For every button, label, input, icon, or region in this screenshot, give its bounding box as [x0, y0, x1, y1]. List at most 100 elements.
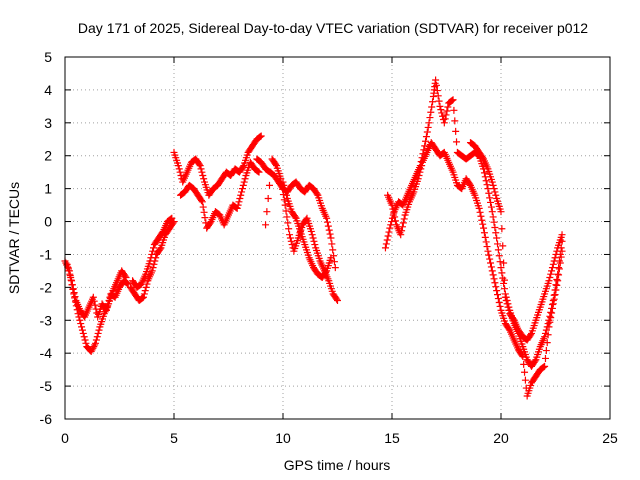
data-point: [69, 285, 77, 293]
data-point: [255, 168, 263, 176]
data-point: [282, 191, 290, 199]
data-point: [546, 318, 554, 326]
data-point: [496, 302, 504, 310]
data-point: [541, 354, 549, 362]
data-point: [323, 218, 331, 226]
data-point: [482, 177, 490, 185]
data-point: [397, 231, 405, 239]
data-point: [551, 291, 559, 299]
data-point: [480, 169, 488, 177]
data-point: [240, 178, 248, 186]
data-point: [388, 218, 396, 226]
data-point: [233, 204, 241, 212]
data-point: [478, 216, 486, 224]
data-point: [279, 178, 287, 186]
data-point: [291, 213, 299, 221]
data-point: [416, 168, 424, 176]
data-point: [167, 215, 175, 223]
data-point: [422, 137, 430, 145]
data-point: [71, 293, 79, 301]
data-point: [398, 223, 406, 231]
data-point: [548, 267, 556, 275]
data-point: [272, 160, 280, 168]
series-track-h: [262, 155, 341, 305]
data-point: [494, 240, 502, 248]
data-point: [239, 163, 247, 171]
data-point: [326, 230, 334, 238]
data-point: [398, 227, 406, 235]
data-point: [324, 222, 332, 230]
data-point: [498, 269, 506, 277]
data-point: [557, 253, 565, 261]
data-point: [91, 341, 99, 349]
data-point: [400, 215, 408, 223]
data-point: [479, 220, 487, 228]
data-point: [453, 138, 461, 146]
data-point: [518, 351, 526, 359]
series-track-j: [381, 76, 566, 370]
data-point: [489, 181, 497, 189]
data-point: [239, 181, 247, 189]
y-tick-label: -2: [40, 279, 53, 295]
y-tick-label: 3: [44, 115, 52, 131]
data-point: [91, 301, 99, 309]
data-point: [434, 92, 442, 100]
data-point: [476, 208, 484, 216]
data-point: [488, 178, 496, 186]
data-point: [550, 257, 558, 265]
data-point: [329, 246, 337, 254]
data-point: [198, 198, 206, 206]
data-point: [441, 115, 449, 123]
data-point: [549, 260, 557, 268]
data-point: [482, 238, 490, 246]
series-track-l: [466, 139, 566, 344]
data-point: [94, 329, 102, 337]
data-point: [236, 195, 244, 203]
data-point: [487, 259, 495, 267]
data-point: [149, 247, 157, 255]
data-point: [67, 273, 75, 281]
data-point: [200, 208, 208, 216]
data-point: [310, 237, 318, 245]
x-axis-label: GPS time / hours: [284, 457, 391, 473]
data-point: [92, 339, 100, 347]
data-point: [238, 188, 246, 196]
data-point: [139, 294, 147, 302]
data-point: [150, 260, 158, 268]
data-point: [492, 283, 500, 291]
data-point: [555, 264, 563, 272]
data-point: [548, 264, 556, 272]
data-point: [89, 293, 97, 301]
data-point: [548, 304, 556, 312]
data-point: [199, 203, 207, 211]
data-point: [287, 237, 295, 245]
data-point: [418, 162, 426, 170]
data-point: [437, 106, 445, 114]
series-track-k: [384, 139, 566, 400]
data-point: [485, 251, 493, 259]
data-point: [257, 132, 265, 140]
data-point: [521, 368, 529, 376]
data-point: [334, 297, 341, 305]
data-point: [280, 181, 288, 189]
data-point: [481, 233, 489, 241]
data-point: [92, 336, 100, 344]
data-point: [497, 208, 505, 216]
data-point: [262, 221, 270, 229]
data-point: [198, 168, 206, 176]
data-point: [553, 275, 561, 283]
data-point: [550, 295, 558, 303]
data-point: [440, 119, 448, 127]
data-point: [196, 162, 204, 170]
y-tick-label: -5: [40, 378, 53, 394]
data-point: [285, 225, 293, 233]
data-point: [547, 314, 555, 322]
grid: [64, 56, 611, 420]
data-point: [70, 289, 78, 297]
data-point: [489, 213, 497, 221]
data-point: [490, 218, 498, 226]
data-point: [388, 201, 396, 209]
data-point: [449, 96, 457, 104]
data-point: [480, 224, 488, 232]
y-tick-label: 2: [44, 148, 52, 164]
